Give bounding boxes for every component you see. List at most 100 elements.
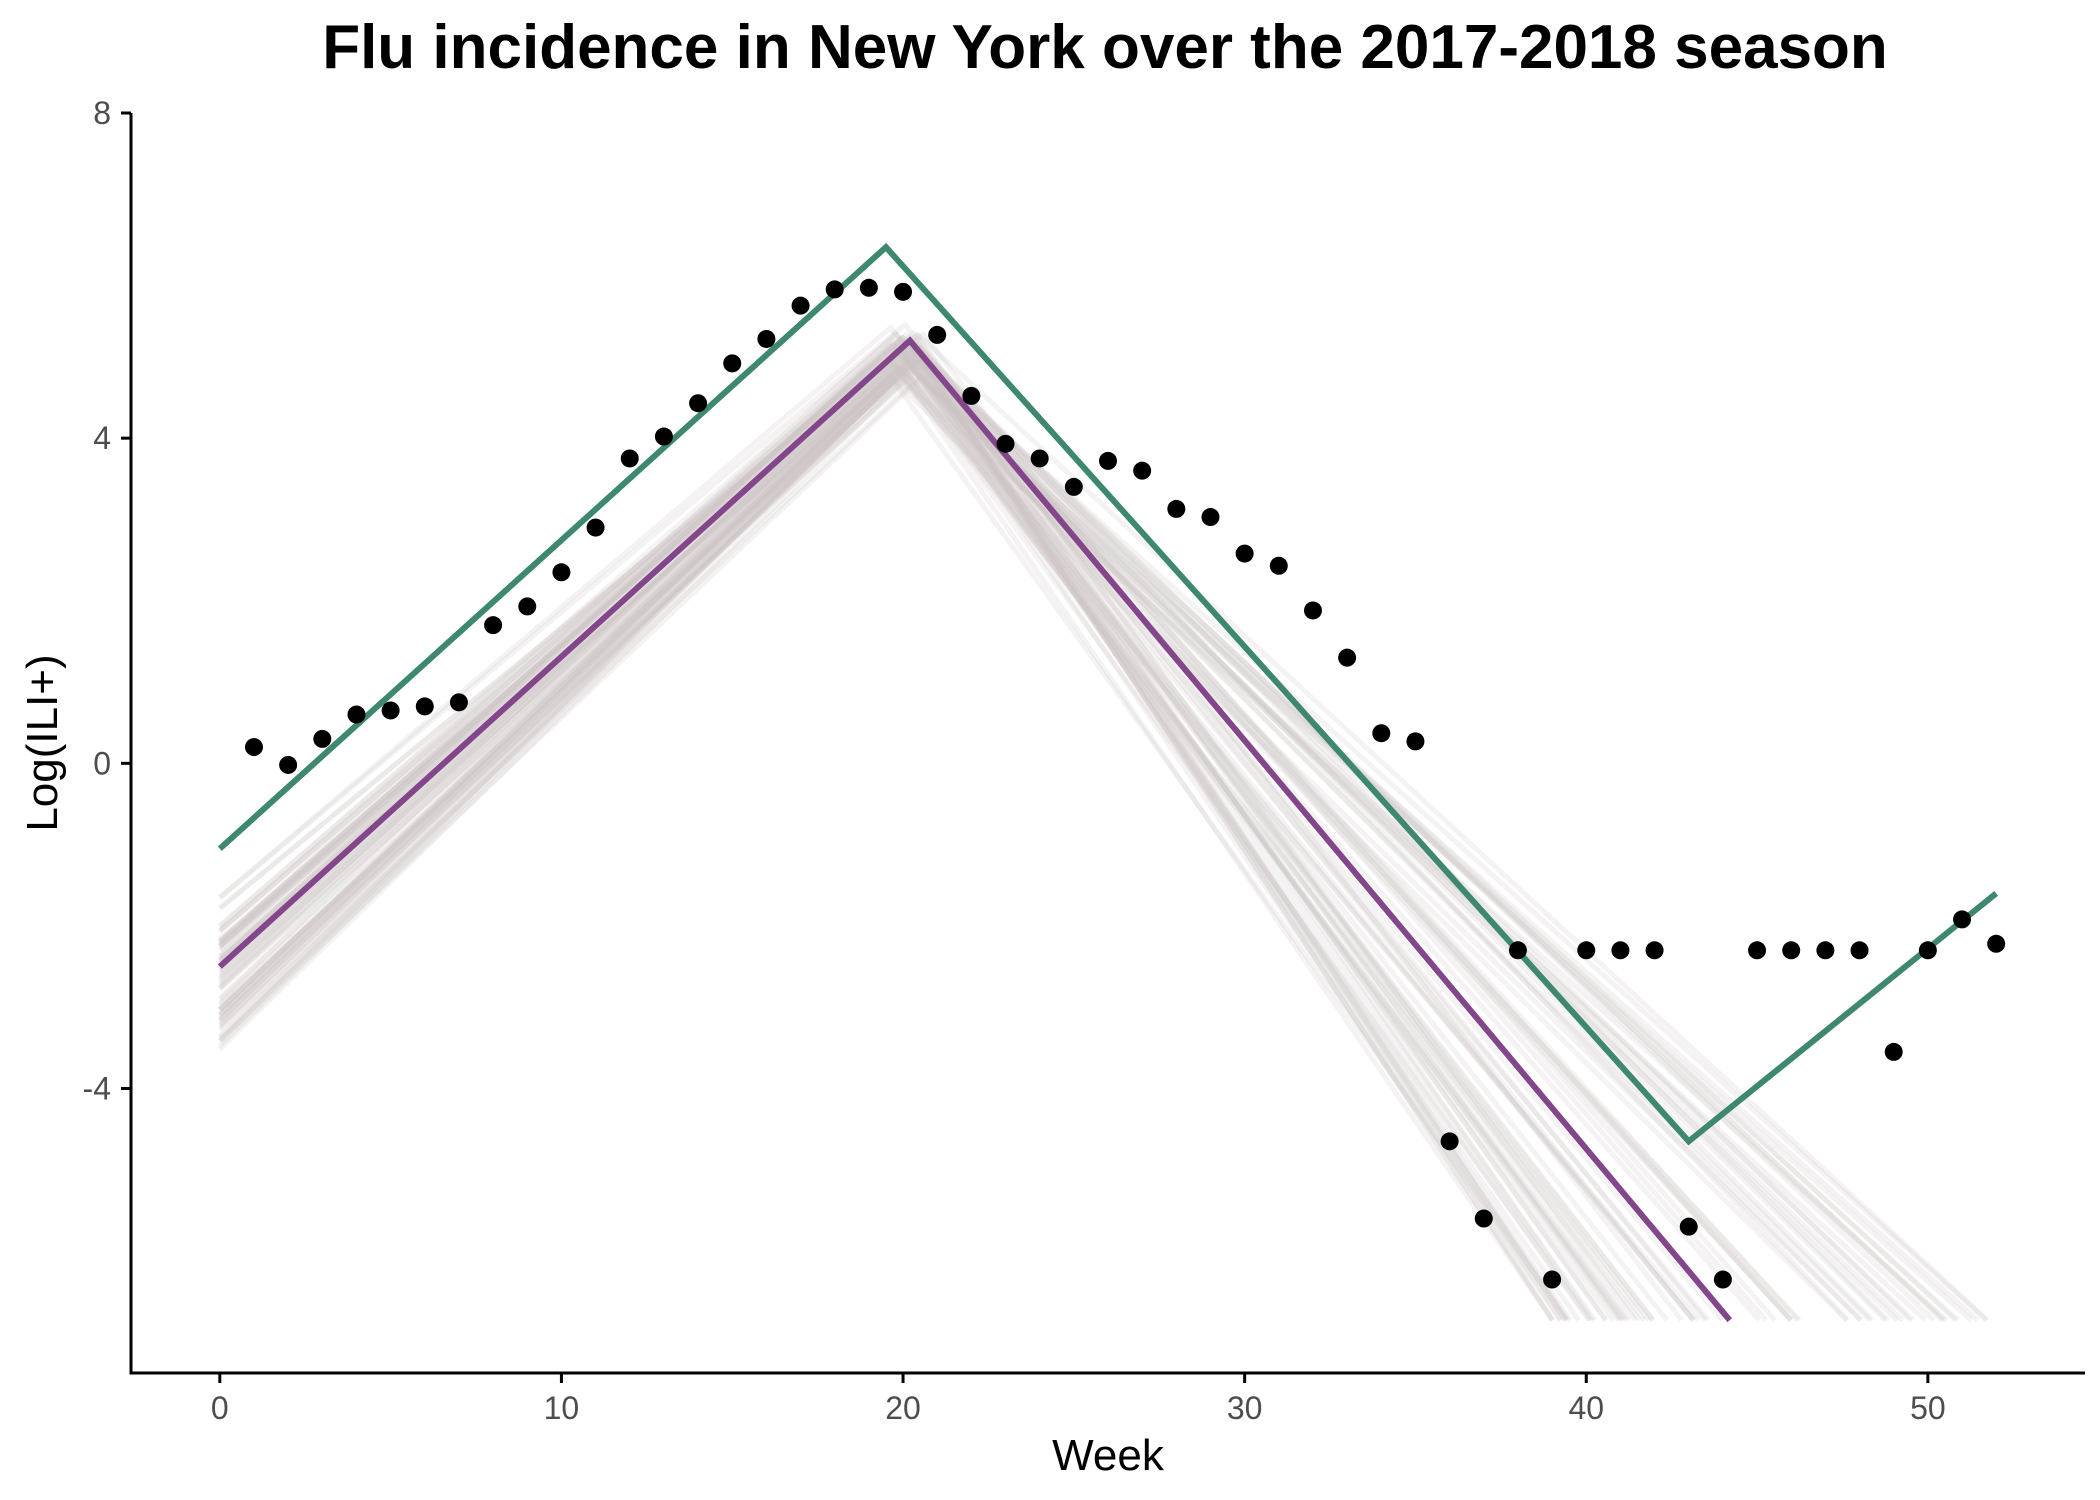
plot-area xyxy=(217,242,2006,1323)
purple-fit-line xyxy=(217,336,1733,1323)
ensemble-line xyxy=(218,373,1960,1323)
x-tick-label: 30 xyxy=(1227,1390,1263,1426)
data-point xyxy=(1816,941,1835,960)
data-point xyxy=(1269,556,1288,575)
data-point xyxy=(1577,941,1596,960)
data-point xyxy=(586,518,605,537)
ensemble-line xyxy=(218,338,1989,1323)
x-tick-label: 0 xyxy=(211,1390,229,1426)
ensemble-line xyxy=(218,359,1608,1322)
ensemble-line xyxy=(218,330,1638,1322)
ensemble-lines xyxy=(218,321,1990,1323)
ensemble-line xyxy=(218,336,1936,1322)
data-point xyxy=(347,705,366,724)
ensemble-line xyxy=(218,341,1656,1322)
ensemble-line xyxy=(218,357,1958,1322)
ensemble-line xyxy=(218,331,1990,1322)
data-point xyxy=(1884,1042,1903,1061)
data-point xyxy=(791,296,810,315)
data-point xyxy=(313,729,332,748)
y-tick-label: 8 xyxy=(93,95,111,131)
ensemble-line xyxy=(218,373,1849,1322)
ensemble-line xyxy=(218,331,1597,1322)
data-point xyxy=(1030,449,1049,468)
ensemble-line xyxy=(218,325,1647,1322)
ensemble-line xyxy=(218,372,1927,1322)
ensemble-line xyxy=(218,354,1725,1322)
ensemble-line xyxy=(218,321,1595,1322)
x-axis-ticks: 0 10 20 30 40 50 xyxy=(211,1373,1946,1426)
data-point xyxy=(928,325,947,344)
ensemble-line xyxy=(218,361,1802,1322)
ensemble-line xyxy=(218,366,1626,1322)
ensemble-line xyxy=(218,378,1570,1322)
ensemble-line xyxy=(218,374,1863,1322)
ensemble-line xyxy=(218,365,1696,1322)
ensemble-line xyxy=(218,337,1777,1322)
data-point xyxy=(1303,601,1322,620)
ensemble-line xyxy=(218,345,1850,1322)
data-point xyxy=(962,386,981,405)
data-point xyxy=(1679,1217,1698,1236)
data-point xyxy=(894,282,913,301)
y-axis-ticks: -4 0 4 8 xyxy=(83,95,131,1106)
ensemble-line xyxy=(218,333,1632,1322)
ensemble-line xyxy=(218,354,1800,1322)
ensemble-line xyxy=(218,334,1608,1322)
ensemble-line xyxy=(218,364,1629,1322)
data-point xyxy=(279,755,298,774)
data-point xyxy=(996,434,1015,453)
ensemble-line xyxy=(218,378,1949,1323)
ensemble-line xyxy=(218,367,1863,1322)
observed-points xyxy=(244,278,2006,1289)
data-point xyxy=(689,394,708,413)
ensemble-line xyxy=(218,348,1568,1322)
data-point xyxy=(1543,1270,1562,1289)
data-point xyxy=(381,701,400,720)
data-point xyxy=(552,563,571,582)
ensemble-line xyxy=(218,357,1708,1322)
ensemble-line xyxy=(218,360,1555,1322)
ensemble-line xyxy=(218,338,1591,1322)
y-tick-label: 0 xyxy=(93,745,111,781)
ensemble-line xyxy=(218,372,1701,1322)
ensemble-line xyxy=(218,340,1655,1322)
data-point xyxy=(1611,941,1630,960)
data-point xyxy=(1064,477,1083,496)
data-point xyxy=(1474,1209,1493,1228)
ensemble-line xyxy=(218,360,1793,1322)
data-point xyxy=(1099,451,1117,470)
x-tick-label: 40 xyxy=(1568,1390,1604,1426)
data-point xyxy=(1201,508,1220,527)
data-point xyxy=(244,738,263,757)
ensemble-line xyxy=(218,347,1913,1322)
ensemble-line xyxy=(218,355,1946,1322)
data-point xyxy=(1850,941,1869,960)
ensemble-line xyxy=(218,364,1593,1322)
x-tick-label: 20 xyxy=(885,1390,921,1426)
data-point xyxy=(1713,1270,1732,1289)
y-tick-label: -4 xyxy=(83,1070,111,1106)
ensemble-line xyxy=(218,334,1793,1322)
data-point xyxy=(1338,648,1357,667)
ensemble-line xyxy=(218,355,1570,1322)
x-tick-label: 50 xyxy=(1910,1390,1946,1426)
ensemble-line xyxy=(218,356,1623,1322)
y-tick-label: 4 xyxy=(93,420,111,456)
data-point xyxy=(1645,941,1664,960)
ensemble-line xyxy=(218,368,1872,1322)
x-tick-label: 10 xyxy=(544,1390,580,1426)
data-point xyxy=(1133,461,1152,480)
ensemble-line xyxy=(218,364,1973,1323)
ensemble-line xyxy=(218,343,1563,1322)
ensemble-line xyxy=(218,353,1905,1322)
data-point xyxy=(620,449,639,468)
data-point xyxy=(1235,544,1254,563)
ensemble-line xyxy=(218,367,1642,1322)
ensemble-line xyxy=(218,343,1696,1322)
data-point xyxy=(1918,941,1937,960)
data-point xyxy=(1167,499,1186,518)
chart-title: Flu incidence in New York over the 2017-… xyxy=(322,13,1888,82)
ensemble-line xyxy=(218,349,1616,1322)
ensemble-line xyxy=(218,331,1684,1322)
